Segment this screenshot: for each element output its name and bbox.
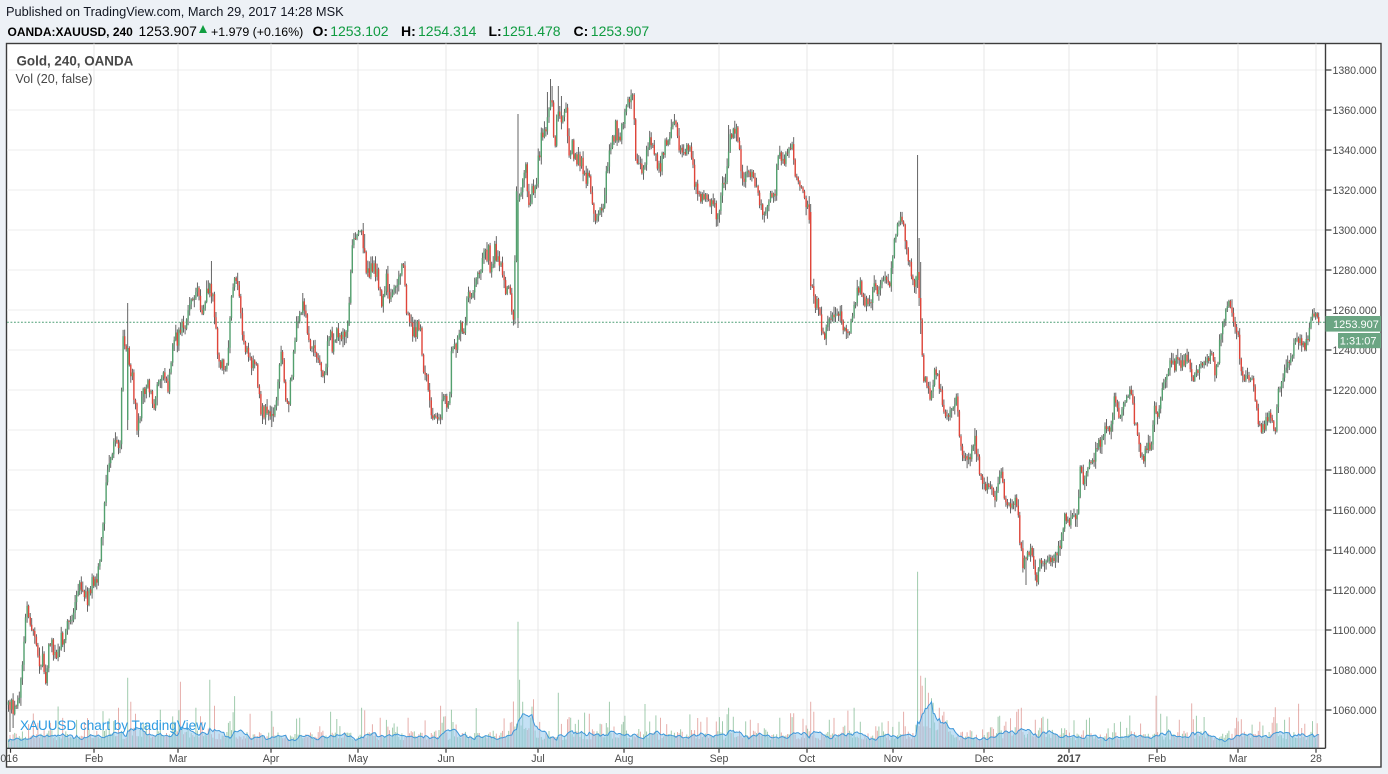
svg-text:Feb: Feb	[1148, 753, 1166, 765]
svg-text:1360.000: 1360.000	[1333, 105, 1377, 117]
svg-text:May: May	[348, 753, 369, 765]
svg-text:1080.000: 1080.000	[1333, 665, 1377, 677]
svg-text:1180.000: 1180.000	[1333, 465, 1377, 477]
svg-text:1380.000: 1380.000	[1333, 65, 1377, 77]
svg-text:1:31:07: 1:31:07	[1340, 336, 1377, 348]
svg-text:2017: 2017	[1057, 753, 1081, 765]
svg-text:1280.000: 1280.000	[1333, 265, 1377, 277]
svg-text:1060.000: 1060.000	[1333, 705, 1377, 717]
svg-text:1160.000: 1160.000	[1333, 505, 1377, 517]
svg-text:Mar: Mar	[1229, 753, 1248, 765]
svg-text:28: 28	[1310, 753, 1322, 765]
svg-text:Apr: Apr	[263, 753, 280, 765]
svg-text:XAUUSD chart by TradingView: XAUUSD chart by TradingView	[20, 718, 206, 733]
svg-text:1260.000: 1260.000	[1333, 305, 1377, 317]
svg-text:Oct: Oct	[799, 753, 816, 765]
svg-text:Gold, 240, OANDA: Gold, 240, OANDA	[17, 54, 134, 69]
svg-text:1200.000: 1200.000	[1333, 425, 1377, 437]
svg-text:2016: 2016	[0, 753, 18, 765]
svg-text:Dec: Dec	[975, 753, 995, 765]
svg-text:Aug: Aug	[615, 753, 634, 765]
svg-text:Jun: Jun	[437, 753, 454, 765]
svg-text:1340.000: 1340.000	[1333, 145, 1377, 157]
svg-text:1220.000: 1220.000	[1333, 385, 1377, 397]
svg-text:1120.000: 1120.000	[1333, 585, 1377, 597]
svg-text:Jul: Jul	[531, 753, 545, 765]
svg-text:Nov: Nov	[884, 753, 904, 765]
svg-text:Mar: Mar	[169, 753, 188, 765]
svg-text:Feb: Feb	[85, 753, 103, 765]
svg-text:1300.000: 1300.000	[1333, 225, 1377, 237]
svg-text:Sep: Sep	[710, 753, 729, 765]
svg-text:Vol (20, false): Vol (20, false)	[16, 72, 93, 86]
svg-text:1320.000: 1320.000	[1333, 185, 1377, 197]
svg-text:1140.000: 1140.000	[1333, 545, 1377, 557]
svg-text:1253.907: 1253.907	[1333, 319, 1379, 331]
svg-text:1100.000: 1100.000	[1333, 625, 1377, 637]
